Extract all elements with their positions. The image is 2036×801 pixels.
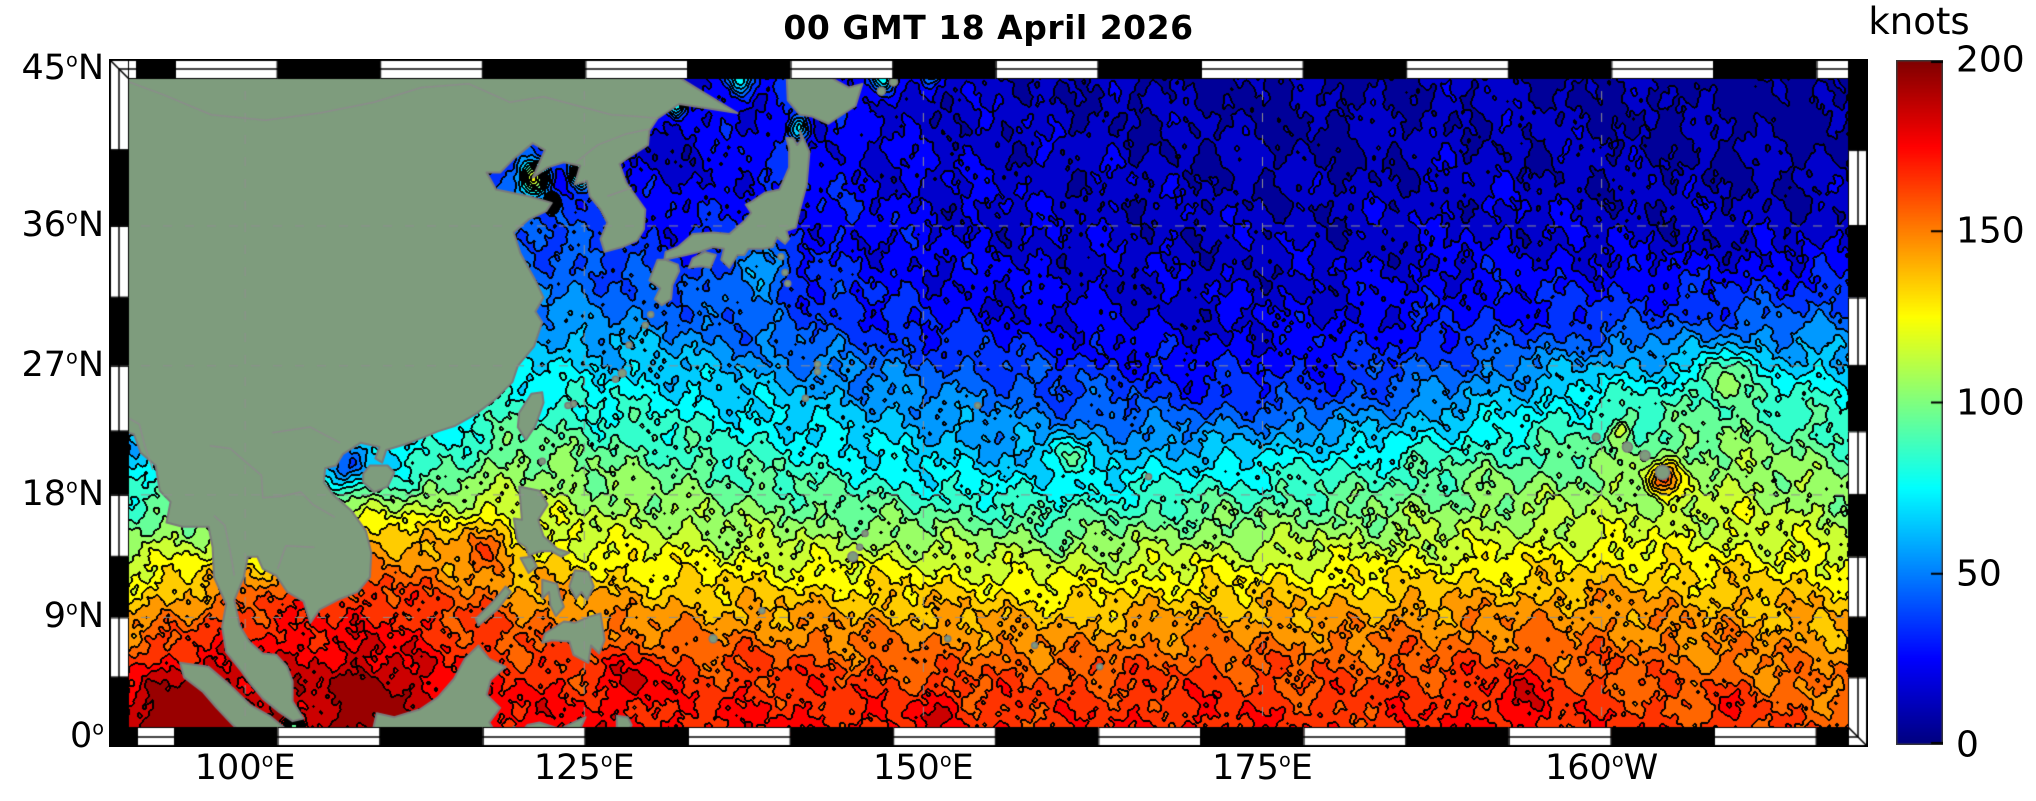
lon-tick-label: 150oE [873, 748, 974, 788]
lon-tick-label: 125oE [533, 748, 635, 788]
lat-tick-label: 36oN [21, 205, 104, 246]
colorbar-tick-label: 100 [1956, 382, 2025, 423]
contour-map-canvas [109, 59, 1868, 747]
colorbar-title: knots [1868, 0, 1970, 43]
lon-tick-label: 160oW [1545, 748, 1659, 788]
colorbar-tick-label: 200 [1956, 39, 2025, 81]
colorbar-canvas [1896, 60, 1943, 745]
lat-tick-label: 45oN [21, 48, 104, 89]
colorbar-tick-label: 50 [1956, 553, 2002, 595]
lat-tick-label: 18oN [21, 474, 104, 515]
lat-tick-label: 27oN [21, 345, 104, 386]
lon-tick-label: 100oE [194, 748, 296, 788]
colorbar-tick-label: 150 [1956, 210, 2025, 252]
lat-tick-label: 9oN [43, 596, 104, 637]
lon-tick-label: 175oE [1212, 748, 1313, 788]
lat-tick-label: 0o [69, 716, 104, 757]
colorbar-tick-label: 0 [1956, 724, 1979, 766]
plot-title: 00 GMT 18 April 2026 [783, 8, 1194, 47]
